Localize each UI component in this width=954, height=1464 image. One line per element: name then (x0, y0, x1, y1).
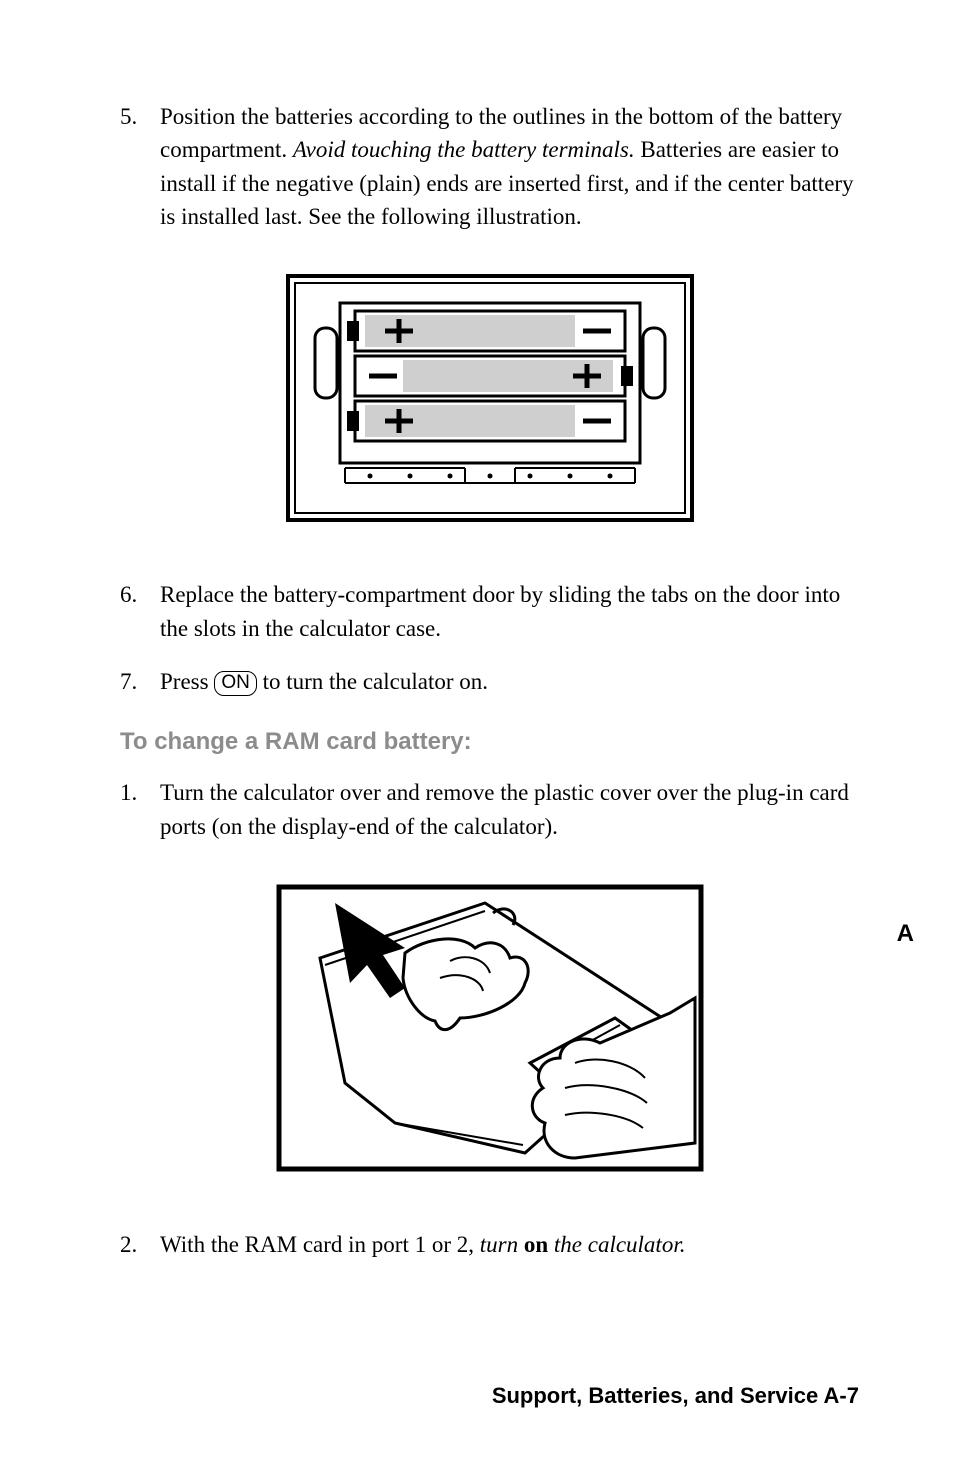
item-number: 5. (120, 100, 160, 233)
battery-diagram-svg (285, 273, 695, 523)
list-item-2: 2. With the RAM card in port 1 or 2, tur… (120, 1228, 859, 1261)
page-footer: Support, Batteries, and Service A-7 (492, 1383, 859, 1409)
list-item-5: 5. Position the batteries according to t… (120, 100, 859, 233)
text: Press (160, 669, 214, 694)
list-item-7: 7. Press ON to turn the calculator on. (120, 665, 859, 698)
item-number: 7. (120, 665, 160, 698)
item-body: Press ON to turn the calculator on. (160, 665, 859, 698)
item-number: 1. (120, 776, 160, 843)
text: to turn the calculator on. (257, 669, 488, 694)
item-body: Turn the calculator over and remove the … (160, 776, 859, 843)
list-item-1: 1. Turn the calculator over and remove t… (120, 776, 859, 843)
text-italic: turn (480, 1232, 518, 1257)
ram-card-figure (120, 883, 859, 1178)
appendix-letter: A (897, 920, 914, 948)
text-italic: the calculator. (554, 1232, 686, 1257)
section-heading: To change a RAM card battery: (120, 728, 859, 756)
item-body: Position the batteries according to the … (160, 100, 859, 233)
hands-diagram-svg (275, 883, 705, 1173)
on-key: ON (214, 671, 257, 696)
text-italic: Avoid touching the battery terminals. (293, 137, 635, 162)
text-bold: on (518, 1232, 554, 1257)
item-body: Replace the battery-compartment door by … (160, 578, 859, 645)
item-number: 2. (120, 1228, 160, 1261)
battery-compartment-figure (120, 273, 859, 528)
item-number: 6. (120, 578, 160, 645)
item-body: With the RAM card in port 1 or 2, turn o… (160, 1228, 859, 1261)
list-item-6: 6. Replace the battery-compartment door … (120, 578, 859, 645)
text: With the RAM card in port 1 or 2, (160, 1232, 480, 1257)
